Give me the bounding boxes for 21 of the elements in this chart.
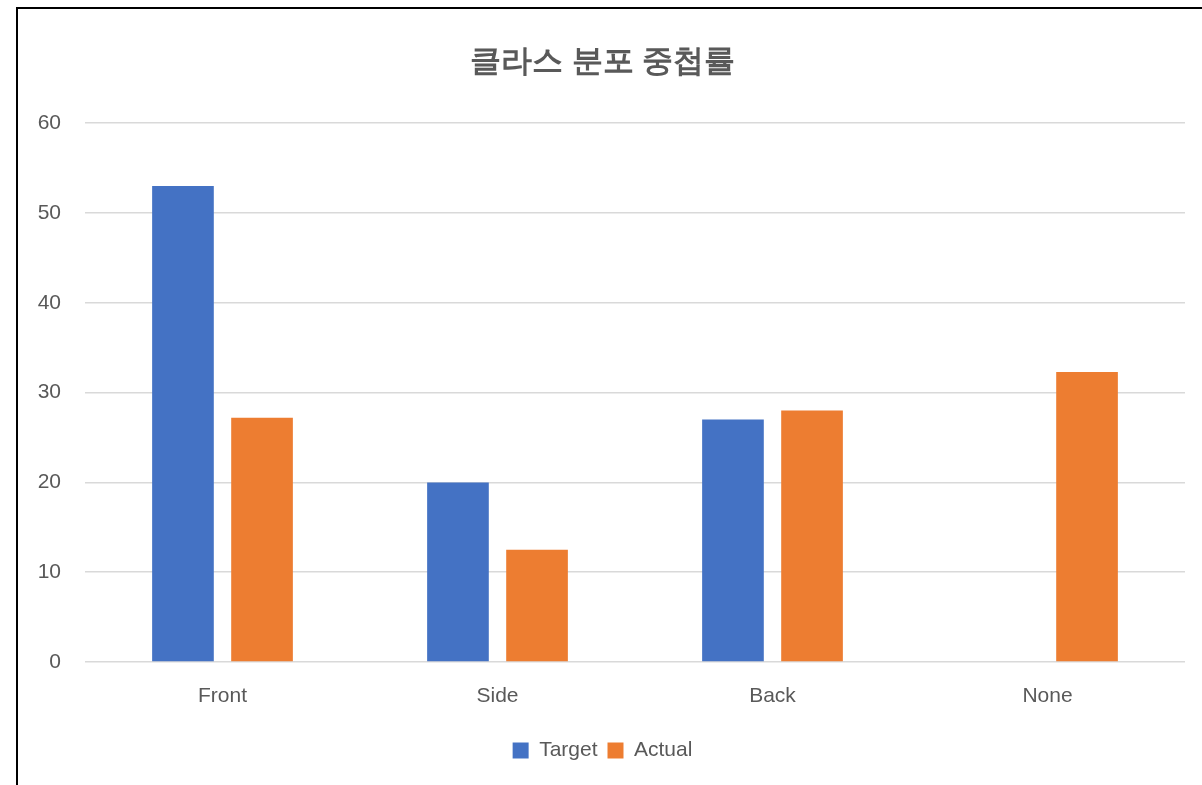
y-tick-label: 20 [37, 469, 61, 493]
y-tick-label: 40 [37, 289, 61, 313]
x-tick-label: Side [476, 683, 519, 707]
bar [1056, 371, 1118, 662]
x-tick-label: Front [197, 683, 248, 707]
bar [231, 417, 293, 662]
y-tick-label: 60 [37, 110, 61, 133]
bar [781, 410, 843, 662]
legend-label: Target [539, 737, 598, 761]
bar [427, 482, 489, 662]
x-tick-label: None [1022, 683, 1073, 707]
legend-label: Actual [634, 737, 693, 761]
chart-title: 클라스 분포 중첩률 [469, 43, 736, 79]
bar [152, 186, 214, 662]
bar [702, 419, 764, 662]
bar [506, 549, 568, 662]
x-tick-label: Back [749, 683, 797, 707]
y-tick-label: 0 [49, 648, 61, 672]
y-tick-label: 30 [37, 379, 61, 403]
y-tick-label: 10 [37, 559, 61, 582]
y-tick-label: 50 [37, 199, 61, 223]
